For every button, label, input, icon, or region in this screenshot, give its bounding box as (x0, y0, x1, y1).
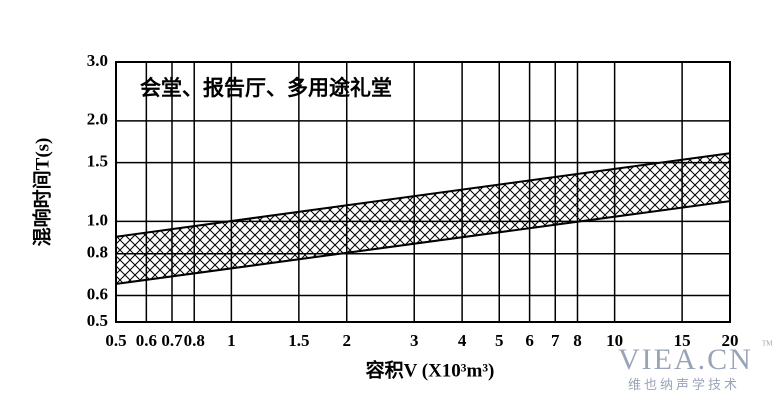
y-tick-label: 0.8 (87, 243, 108, 262)
x-tick-label: 5 (495, 331, 504, 350)
y-tick-label: 1.0 (87, 210, 108, 229)
x-tick-label: 6 (525, 331, 534, 350)
lower-line (115, 200, 731, 285)
x-axis-label: 容积V (X10³m³) (366, 358, 495, 381)
x-tick-label: 0.7 (161, 331, 183, 350)
watermark-brand: VIEA.CN (618, 343, 753, 376)
x-tick-label: 3 (410, 331, 419, 350)
x-tick-label: 8 (573, 331, 582, 350)
plot-frame (115, 61, 731, 323)
y-tick-label: 0.6 (87, 284, 108, 303)
y-tick-label: 0.5 (87, 311, 108, 330)
x-tick-label: 1 (227, 331, 236, 350)
x-tick-label: 2 (342, 331, 351, 350)
x-tick-label: 0.6 (136, 331, 157, 350)
annotation: 会堂、报告厅、多用途礼堂 (140, 76, 392, 100)
x-tick-label: 20 (722, 331, 739, 350)
x-tick-label: 1.5 (288, 331, 309, 350)
y-axis-label: 混响时间T(s) (30, 138, 53, 247)
upper-line (115, 152, 731, 238)
x-tick-label: 0.8 (184, 331, 205, 350)
watermark-subtitle: 维也纳声学技术 (628, 377, 740, 392)
x-tick-label: 4 (458, 331, 467, 350)
x-tick-label: 7 (551, 331, 560, 350)
x-tick-label: 10 (606, 331, 623, 350)
y-tick-label: 2.0 (87, 110, 108, 129)
x-tick-label: 0.5 (105, 331, 126, 350)
y-tick-label: 3.0 (87, 51, 108, 70)
y-tick-label: 1.5 (87, 151, 108, 170)
x-tick-label: 15 (674, 331, 691, 350)
watermark-tm: TM (762, 340, 773, 348)
band-area (116, 153, 730, 284)
